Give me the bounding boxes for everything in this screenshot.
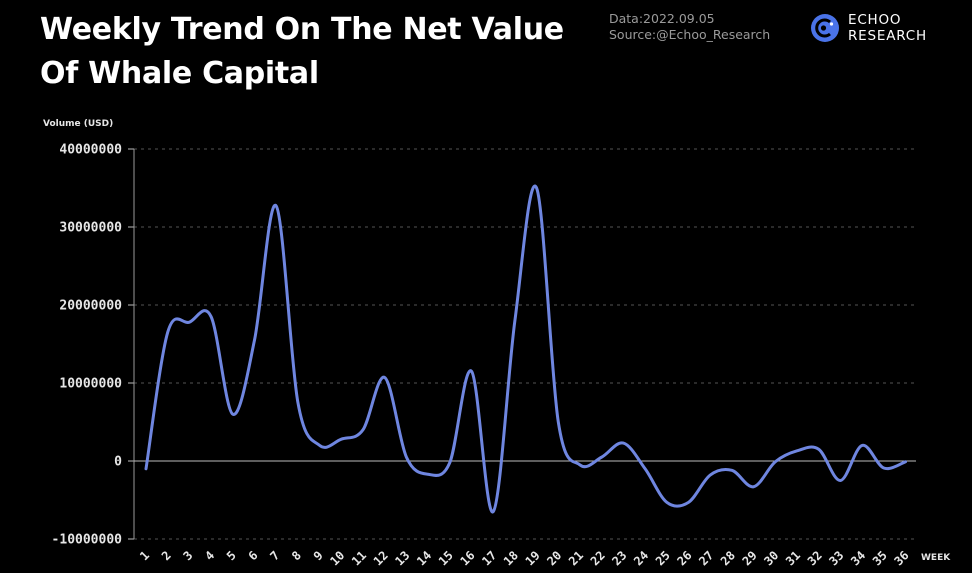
x-tick-label: 35: [870, 548, 890, 568]
series-layer: [144, 184, 907, 514]
x-tick-label: 6: [246, 548, 261, 563]
x-tick-label: 34: [848, 548, 868, 568]
x-tick-label: 18: [501, 548, 521, 568]
y-tick-labels: -10000000 0 10000000 20000000 30000000 400000…: [52, 143, 123, 548]
x-tick-label: 23: [609, 548, 629, 568]
series-line: [144, 184, 907, 514]
brand-logo: ECHOO RESEARCH: [810, 12, 927, 44]
y-tick-label: 40000000: [59, 143, 122, 158]
chart-meta: Data:2022.09.05 Source:@Echoo_Research: [609, 11, 770, 43]
x-tick-label: 8: [289, 548, 304, 563]
grid-layer: [128, 148, 916, 540]
x-tick-label: 13: [392, 548, 412, 568]
x-tick-label: 33: [826, 548, 846, 568]
chart-title: Weekly Trend On The Net Value Of Whale C…: [40, 12, 564, 91]
x-tick-label: 29: [740, 548, 760, 568]
axis-layer: Volume (USD) WEEK: [43, 119, 951, 563]
echoo-logo-icon: [811, 14, 839, 42]
y-tick-label: 20000000: [59, 299, 122, 314]
y-tick-label: 0: [114, 455, 122, 470]
x-tick-label: 14: [414, 548, 434, 568]
x-tick-label: 2: [159, 548, 174, 563]
x-tick-label: 26: [675, 548, 695, 568]
x-tick-label: 10: [327, 548, 347, 568]
x-tick-label: 4: [202, 548, 217, 563]
y-tick-label: 10000000: [59, 377, 122, 392]
y-tick-label: -10000000: [52, 533, 123, 548]
x-tick-label: 28: [718, 548, 738, 568]
y-axis-label: Volume (USD): [43, 119, 113, 129]
x-tick-label: 16: [458, 548, 478, 568]
x-tick-label: 7: [267, 548, 282, 563]
logo-line-2: RESEARCH: [848, 28, 927, 44]
x-tick-label: 5: [224, 548, 239, 563]
data-date: Data:2022.09.05: [609, 11, 715, 26]
x-tick-label: 27: [696, 548, 716, 568]
x-tick-label: 1: [137, 548, 152, 563]
x-tick-label: 36: [892, 548, 912, 568]
data-source: Source:@Echoo_Research: [609, 27, 771, 42]
x-tick-label: 15: [436, 548, 456, 568]
x-tick-label: 22: [588, 548, 608, 568]
x-tick-label: 25: [653, 548, 673, 568]
x-tick-label: 30: [761, 548, 781, 568]
x-axis-label: WEEK: [921, 553, 951, 563]
x-tick-label: 12: [371, 548, 391, 568]
x-tick-label: 9: [311, 548, 326, 563]
logo-text: ECHOO RESEARCH: [848, 12, 927, 44]
x-tick-label: 21: [566, 548, 586, 568]
x-tick-label: 19: [523, 548, 543, 568]
x-tick-label: 20: [544, 548, 564, 568]
x-tick-labels: 1 2 3 4 5 6 7 8 9 10 11 12 13 14 15 16 17 18 19 20 21 22 23 24 2…: [137, 548, 912, 568]
x-tick-label: 17: [479, 548, 499, 568]
x-tick-label: 24: [631, 548, 651, 568]
y-tick-label: 30000000: [59, 221, 122, 236]
x-tick-label: 11: [349, 548, 369, 568]
x-tick-label: 32: [805, 548, 825, 568]
x-tick-label: 31: [783, 548, 803, 568]
logo-line-1: ECHOO: [848, 12, 902, 28]
x-tick-label: 3: [181, 548, 196, 563]
